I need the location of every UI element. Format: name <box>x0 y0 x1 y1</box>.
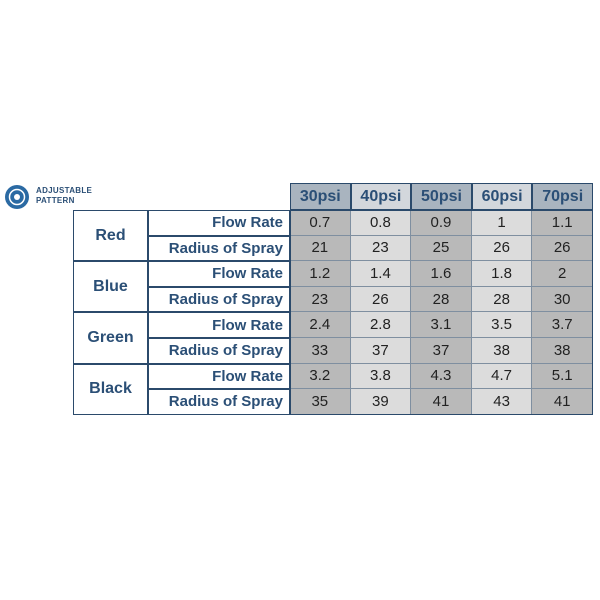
value-cell: 37 <box>350 338 412 364</box>
value-cell: 2.4 <box>290 312 351 338</box>
value-cell: 0.8 <box>350 210 412 236</box>
value-cell: 38 <box>532 338 593 364</box>
value-cell: 43 <box>471 389 533 415</box>
group-name: Red <box>73 210 148 262</box>
value-cell: 1.2 <box>290 261 351 287</box>
legend-line: ADJUSTABLE <box>36 186 93 195</box>
value-cell: 2 <box>532 261 593 287</box>
value-cell: 3.1 <box>411 312 472 338</box>
row-label: Radius of Spray <box>148 286 290 313</box>
value-cell: 5.1 <box>532 363 593 390</box>
column-header: 50psi <box>411 183 472 210</box>
adjustable-icon <box>5 185 29 209</box>
value-cell: 33 <box>290 338 351 364</box>
value-cell: 2.8 <box>350 312 412 338</box>
value-cell: 35 <box>290 389 351 415</box>
group-name: Green <box>73 312 148 364</box>
row-label: Flow Rate <box>148 312 290 338</box>
value-cell: 39 <box>350 389 412 415</box>
row-label: Flow Rate <box>148 363 290 390</box>
row-label: Radius of Spray <box>148 389 290 415</box>
value-cell: 0.7 <box>290 210 351 236</box>
value-cell: 28 <box>411 286 472 313</box>
value-cell: 26 <box>350 286 412 313</box>
value-cell: 1 <box>471 210 533 236</box>
row-label: Flow Rate <box>148 261 290 287</box>
value-cell: 1.6 <box>411 261 472 287</box>
value-cell: 41 <box>411 389 472 415</box>
column-header: 70psi <box>532 183 593 210</box>
value-cell: 0.9 <box>411 210 472 236</box>
value-cell: 28 <box>471 286 533 313</box>
value-cell: 26 <box>471 235 533 262</box>
row-label: Radius of Spray <box>148 338 290 364</box>
value-cell: 3.8 <box>350 363 412 390</box>
value-cell: 1.4 <box>350 261 412 287</box>
column-header: 60psi <box>471 183 533 210</box>
value-cell: 4.7 <box>471 363 533 390</box>
value-cell: 3.5 <box>471 312 533 338</box>
row-label: Flow Rate <box>148 210 290 236</box>
value-cell: 4.3 <box>411 363 472 390</box>
column-header: 40psi <box>350 183 412 210</box>
value-cell: 26 <box>532 235 593 262</box>
value-cell: 23 <box>350 235 412 262</box>
group-name: Blue <box>73 261 148 313</box>
value-cell: 21 <box>290 235 351 262</box>
value-cell: 3.2 <box>290 363 351 390</box>
group-name: Black <box>73 363 148 415</box>
value-cell: 38 <box>471 338 533 364</box>
row-label: Radius of Spray <box>148 235 290 262</box>
value-cell: 37 <box>411 338 472 364</box>
value-cell: 23 <box>290 286 351 313</box>
value-cell: 1.8 <box>471 261 533 287</box>
value-cell: 25 <box>411 235 472 262</box>
value-cell: 41 <box>532 389 593 415</box>
value-cell: 1.1 <box>532 210 593 236</box>
value-cell: 3.7 <box>532 312 593 338</box>
value-cell: 30 <box>532 286 593 313</box>
column-header: 30psi <box>290 183 351 210</box>
legend-line: PATTERN <box>36 196 75 205</box>
